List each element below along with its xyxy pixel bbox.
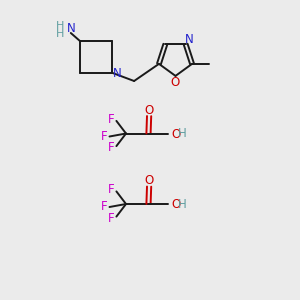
Text: F: F <box>108 141 115 154</box>
Text: N: N <box>185 33 194 46</box>
Text: F: F <box>101 200 107 214</box>
Text: F: F <box>108 183 115 196</box>
Text: F: F <box>108 212 115 225</box>
Text: F: F <box>101 130 107 143</box>
Text: O: O <box>172 128 181 141</box>
Text: N: N <box>112 67 122 80</box>
Text: H: H <box>56 29 64 39</box>
Text: O: O <box>170 76 179 89</box>
Text: H: H <box>178 127 187 140</box>
Text: O: O <box>145 103 154 117</box>
Text: F: F <box>108 113 115 126</box>
Text: N: N <box>66 22 75 35</box>
Text: H: H <box>56 21 64 31</box>
Text: O: O <box>145 174 154 187</box>
Text: H: H <box>178 197 187 211</box>
Text: O: O <box>172 198 181 211</box>
